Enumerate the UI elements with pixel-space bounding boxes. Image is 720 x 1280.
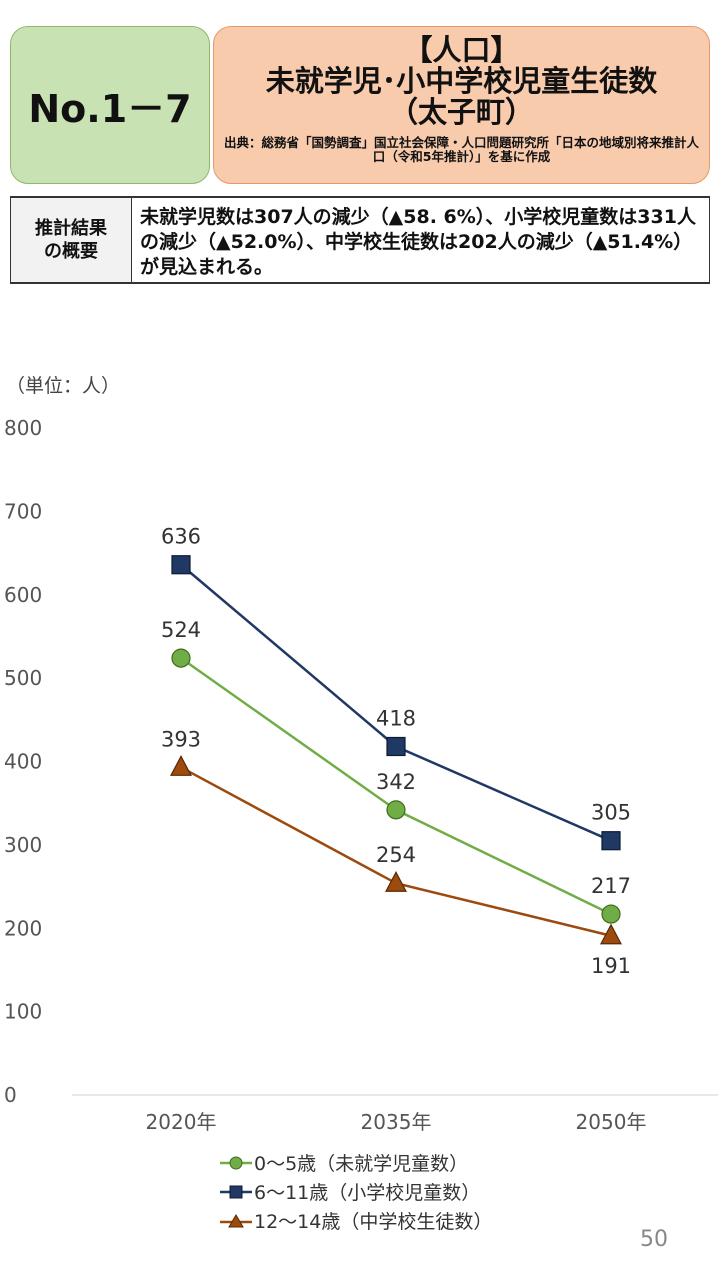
data-point-circle: [171, 648, 191, 668]
chart-legend: 0～5歳（未就学児童数） 6～11歳（小学校児童数） 12～14歳（中学校生徒数…: [220, 1148, 492, 1235]
data-label: 305: [591, 801, 631, 825]
data-label: 342: [376, 770, 416, 794]
legend-item-0-5: 0～5歳（未就学児童数）: [220, 1148, 492, 1177]
data-point-circle: [386, 800, 406, 820]
y-tick-label: 0: [4, 1083, 17, 1107]
line-chart: 0 100 200 300 400 500 600 700 800 2020年 2035年 2050年…: [4, 416, 718, 1134]
title-line-3: （太子町）: [388, 95, 534, 129]
slide-number-box: No.1－7: [10, 26, 210, 184]
data-point-square: [171, 555, 191, 575]
legend-item-6-11: 6～11歳（小学校児童数）: [220, 1177, 492, 1206]
title-box: 【人口】 未就学児･小中学校児童生徒数 （太子町） 出典：総務省「国勢調査」国立…: [213, 26, 710, 184]
y-tick-label: 700: [4, 499, 42, 523]
source-note: 出典：総務省「国勢調査」国立社会保障・人口問題研究所「日本の地域別将来推計人口（…: [223, 135, 699, 164]
data-label: 524: [161, 618, 201, 642]
legend-triangle-marker-icon: [220, 1213, 252, 1227]
legend-label: 6～11歳（小学校児童数）: [254, 1182, 481, 1204]
y-tick-label: 600: [4, 583, 42, 607]
title-line-1: 【人口】: [403, 33, 520, 67]
legend-label: 0～5歳（未就学児童数）: [254, 1153, 469, 1175]
y-tick-label: 200: [4, 916, 42, 940]
data-label: 636: [161, 525, 201, 549]
page-number: 50: [640, 1227, 668, 1252]
data-point-square: [386, 736, 406, 757]
data-point-square: [601, 831, 621, 851]
summary-text: 未就学児数は307人の減少（▲58. 6%）、小学校児童数は331人の減少（▲5…: [132, 198, 710, 282]
summary-label: 推計結果の概要: [10, 198, 132, 282]
x-tick-label: 2035年: [361, 1110, 432, 1134]
data-point-circle: [601, 904, 621, 924]
title-line-2: 未就学児･小中学校児童生徒数: [265, 64, 658, 98]
y-tick-label: 400: [4, 750, 42, 774]
y-tick-label: 300: [4, 833, 42, 857]
legend-circle-marker-icon: [220, 1156, 252, 1169]
slide-number: No.1－7: [28, 86, 192, 131]
y-tick-label: 800: [4, 416, 42, 440]
legend-label: 12～14歳（中学校生徒数）: [254, 1211, 493, 1233]
data-label: 393: [161, 727, 201, 751]
legend-square-marker-icon: [220, 1185, 252, 1198]
data-label: 254: [376, 843, 416, 867]
data-label: 191: [591, 954, 631, 978]
summary-table: 推計結果の概要 未就学児数は307人の減少（▲58. 6%）、小学校児童数は33…: [10, 196, 710, 284]
data-point-triangle: [600, 923, 622, 945]
x-tick-label: 2020年: [146, 1110, 217, 1134]
data-label: 418: [376, 706, 416, 730]
data-point-triangle: [385, 870, 407, 892]
legend-item-12-14: 12～14歳（中学校生徒数）: [220, 1206, 492, 1235]
unit-label: （単位：人）: [6, 375, 121, 397]
data-label: 217: [591, 874, 631, 898]
data-point-triangle: [170, 755, 192, 776]
y-tick-label: 100: [4, 1000, 42, 1024]
x-tick-label: 2050年: [576, 1110, 647, 1134]
y-tick-label: 500: [4, 666, 42, 690]
